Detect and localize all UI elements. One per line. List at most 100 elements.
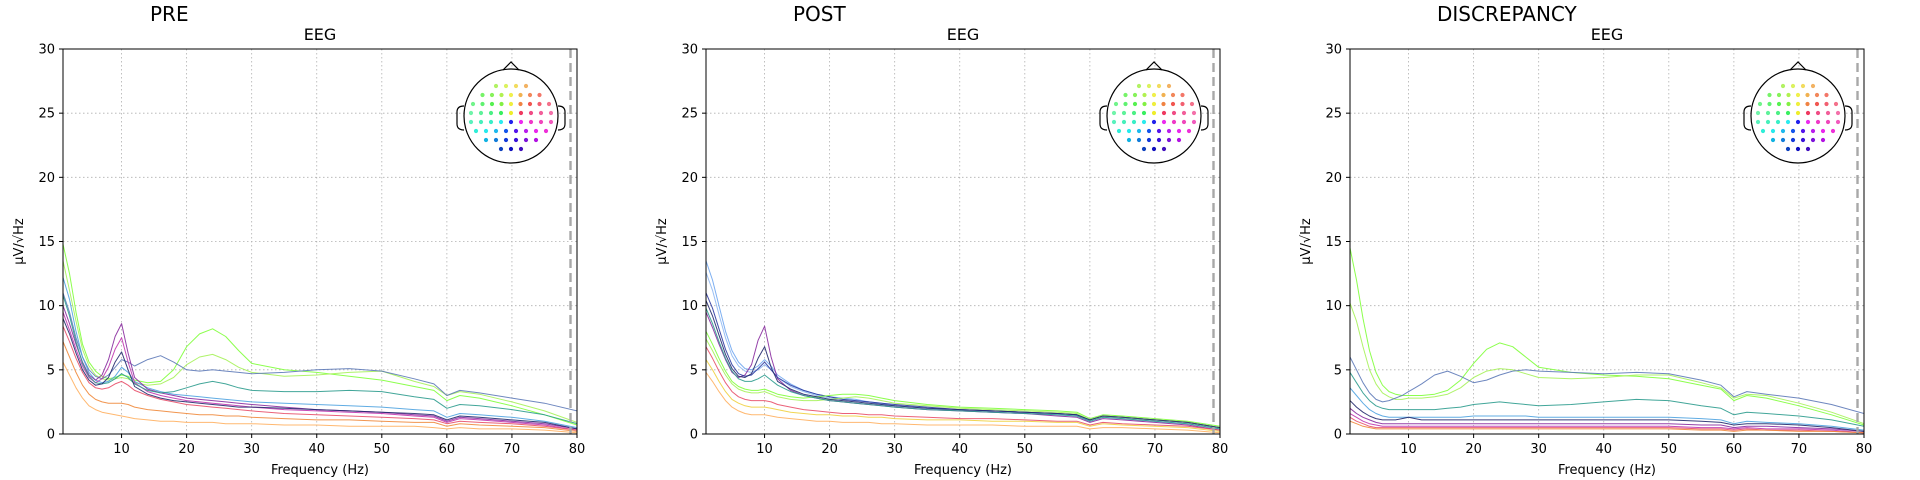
sensor-dot bbox=[1795, 92, 1801, 98]
series-line-0 bbox=[63, 243, 577, 426]
sensor-dot bbox=[1810, 83, 1816, 89]
sensor-dot bbox=[1136, 128, 1142, 134]
nose-mark bbox=[502, 61, 520, 71]
axes-title: EEG bbox=[947, 25, 980, 44]
sensor-dot bbox=[508, 110, 514, 116]
series-line-4 bbox=[706, 331, 1220, 427]
sensor-dot bbox=[478, 119, 484, 125]
sensor-dot bbox=[1767, 92, 1772, 98]
sensor-dot bbox=[1767, 101, 1772, 107]
y-tick-label: 15 bbox=[681, 235, 698, 250]
sensor-dot bbox=[508, 146, 514, 152]
sensor-dot bbox=[1176, 128, 1182, 134]
sensor-dot bbox=[1131, 119, 1137, 125]
x-tick-label: 80 bbox=[1212, 442, 1229, 457]
sensor-dot bbox=[1151, 119, 1157, 125]
sensor-dot bbox=[1755, 119, 1761, 125]
sensor-dot bbox=[518, 110, 524, 116]
panel-title: POST bbox=[793, 2, 846, 26]
sensor-dot bbox=[1810, 137, 1816, 143]
x-tick-label: 70 bbox=[1147, 442, 1164, 457]
y-tick-label: 25 bbox=[681, 107, 698, 122]
sensor-dot bbox=[1170, 92, 1176, 98]
sensor-dot bbox=[1121, 110, 1127, 116]
sensor-dot bbox=[488, 119, 494, 125]
sensor-dot bbox=[1161, 110, 1167, 116]
sensor-dot bbox=[498, 119, 504, 125]
sensor-dot bbox=[1111, 110, 1117, 116]
series-line-6 bbox=[706, 308, 1220, 430]
sensor-dot bbox=[503, 128, 509, 134]
series-group bbox=[706, 260, 1220, 434]
sensor-dot bbox=[533, 128, 539, 134]
left-ear-mark bbox=[1743, 105, 1752, 131]
series-group bbox=[1350, 247, 1864, 434]
sensor-dot bbox=[1141, 146, 1147, 152]
y-tick-label: 30 bbox=[1325, 43, 1342, 58]
sensor-dot bbox=[1146, 128, 1152, 134]
sensor-dot bbox=[503, 137, 509, 143]
series-line-8 bbox=[1350, 400, 1864, 432]
sensor-dot bbox=[478, 110, 484, 116]
x-tick-label: 70 bbox=[504, 442, 521, 457]
x-axis-label: Frequency (Hz) bbox=[271, 463, 369, 478]
y-tick-label: 5 bbox=[690, 363, 698, 378]
sensor-dot bbox=[1141, 119, 1147, 125]
x-tick-label: 30 bbox=[243, 442, 260, 457]
y-tick-label: 15 bbox=[38, 235, 55, 250]
sensor-dot bbox=[1131, 110, 1137, 116]
sensor-dot bbox=[1770, 137, 1776, 143]
y-axis-label: µV/√Hz bbox=[12, 218, 27, 265]
x-axis-label: Frequency (Hz) bbox=[914, 463, 1012, 478]
axes-title: EEG bbox=[304, 25, 337, 44]
y-tick-label: 25 bbox=[38, 107, 55, 122]
sensor-dot bbox=[1795, 119, 1801, 125]
sensor-dot bbox=[1111, 119, 1117, 125]
sensor-dot bbox=[548, 119, 554, 125]
series-group bbox=[63, 243, 577, 434]
sensor-dot bbox=[528, 119, 534, 125]
sensor-dot bbox=[1795, 101, 1801, 107]
sensor-dot bbox=[1757, 101, 1763, 107]
sensor-dot bbox=[498, 146, 504, 152]
sensor-dot bbox=[1123, 101, 1128, 107]
sensor-dot bbox=[1161, 92, 1166, 98]
series-line-6 bbox=[1350, 413, 1864, 434]
sensor-dot bbox=[473, 128, 479, 134]
sensor-dot bbox=[1141, 110, 1147, 116]
sensor-dot bbox=[1181, 119, 1187, 125]
sensor-dot bbox=[1142, 92, 1147, 98]
series-line-6 bbox=[63, 326, 577, 431]
sensor-dot bbox=[1825, 110, 1831, 116]
sensor-dot bbox=[1151, 146, 1157, 152]
sensor-dot bbox=[1775, 110, 1781, 116]
sensor-dot bbox=[1156, 128, 1162, 134]
sensor-dot bbox=[1755, 110, 1761, 116]
sensor-dot bbox=[1833, 101, 1839, 107]
sensor-dot bbox=[1166, 137, 1172, 143]
x-tick-label: 60 bbox=[439, 442, 456, 457]
x-tick-label: 40 bbox=[308, 442, 325, 457]
sensor-dot bbox=[1824, 101, 1829, 107]
series-line-2 bbox=[706, 311, 1220, 431]
series-line-3 bbox=[1350, 372, 1864, 427]
sensor-dot bbox=[518, 101, 523, 107]
x-tick-label: 60 bbox=[1082, 442, 1099, 457]
sensor-dot bbox=[1191, 110, 1197, 116]
sensor-dot bbox=[1151, 110, 1157, 116]
series-line-9 bbox=[706, 372, 1220, 434]
sensor-dot bbox=[493, 128, 499, 134]
sensor-dot bbox=[1830, 128, 1836, 134]
sensor-dot bbox=[543, 128, 549, 134]
series-line-7 bbox=[706, 346, 1220, 431]
panel-title: PRE bbox=[150, 2, 189, 26]
axes-title: EEG bbox=[1591, 25, 1624, 44]
sensor-dot bbox=[1780, 83, 1786, 89]
series-line-3 bbox=[63, 277, 577, 429]
sensor-dot bbox=[1790, 128, 1796, 134]
sensor-dot bbox=[468, 110, 474, 116]
series-line-10 bbox=[706, 300, 1220, 429]
series-line-9 bbox=[63, 295, 577, 425]
series-line-8 bbox=[706, 359, 1220, 432]
sensor-dot bbox=[518, 146, 524, 152]
